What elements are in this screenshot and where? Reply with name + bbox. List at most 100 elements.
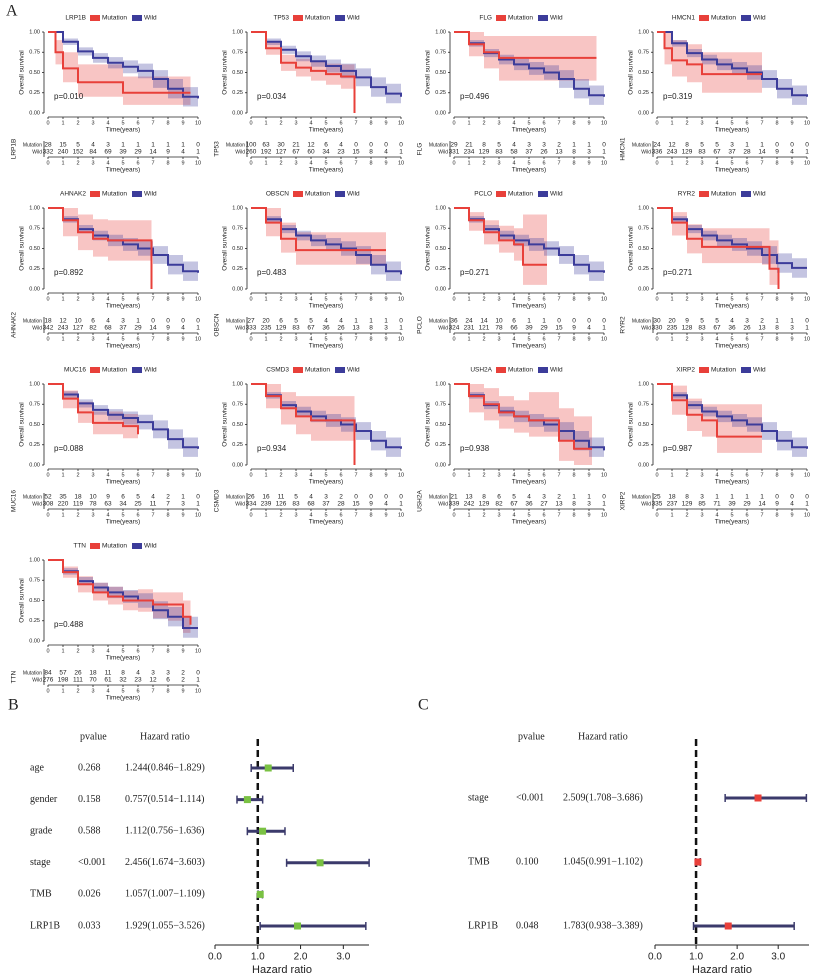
legend-label: Wild [144,367,157,374]
at-risk-count: 1 [196,325,200,332]
x-tick-label: 9 [181,336,184,342]
confidence-band [454,32,604,108]
x-tick-label: 0 [655,472,658,478]
x-tick-label: 4 [106,648,109,654]
x-tick-label: 1 [61,688,64,694]
at-risk-count: 2 [557,494,561,501]
x-tick-label: 3 [497,160,500,166]
at-risk-count: 4 [339,318,343,325]
y-tick-label: 0.25 [435,90,446,96]
at-risk-count: 0 [196,318,200,325]
x-tick-label: 2 [279,512,282,518]
x-tick-label: 9 [181,120,184,126]
at-risk-count: 18 [74,494,82,501]
at-risk-count: 2 [181,677,185,684]
risk-table-title: XIRP2 [620,491,627,510]
at-risk-count: 3 [790,325,794,332]
legend-swatch [496,367,506,373]
at-risk-count: 68 [307,501,315,508]
x-tick-label: 7 [151,648,154,654]
panel-label: C [418,697,429,714]
at-risk-count: 84 [44,670,52,677]
y-tick-label: 0.75 [232,402,243,408]
at-risk-count: 66 [510,325,518,332]
y-tick-label: 0.00 [29,638,40,644]
row-name: stage [468,792,489,803]
legend-label: Mutation [711,367,736,374]
at-risk-count: 12 [668,142,676,149]
at-risk-count: 27 [247,318,255,325]
x-tick-label: 9 [587,160,590,166]
hazard-ratio-text: 1.057(1.007−1.109) [125,889,205,900]
at-risk-count: 8 [369,325,373,332]
at-risk-count: 24 [653,142,661,149]
x-tick-label: 9 [384,472,387,478]
x-axis-title: Time(years) [512,167,546,174]
y-axis-title: Overall survival [19,402,26,447]
survival-line [657,207,807,269]
at-risk-count: 30 [277,142,285,149]
survival-line [48,383,199,449]
survival-line [48,207,153,289]
x-tick-label: 2 [76,336,79,342]
at-risk-count: 36 [322,325,330,332]
survival-line [454,383,592,450]
confidence-band [454,32,597,81]
x-axis-title: Time(years) [106,655,140,662]
at-risk-count: 26 [337,325,345,332]
legend-label: Mutation [102,543,127,550]
x-axis-title: Time(years) [106,167,140,174]
at-risk-count: 4 [91,142,95,149]
legend-label: Mutation [508,367,533,374]
at-risk-count: 68 [104,325,112,332]
x-axis-title: Time(years) [106,479,140,486]
x-tick-label: 7 [557,472,560,478]
risk-row-label: Mutation [226,494,245,500]
at-risk-count: 1 [121,142,125,149]
x-tick-label: 8 [166,160,169,166]
at-risk-count: 8 [572,149,576,156]
at-risk-count: 235 [261,325,272,332]
x-tick-label: 8 [166,512,169,518]
at-risk-count: 15 [59,142,67,149]
legend-swatch [741,15,751,21]
legend-swatch [538,367,548,373]
at-risk-count: 18 [44,318,52,325]
x-tick-label: 8 [775,512,778,518]
risk-row-label: Wild [438,501,448,507]
legend-label: Mutation [102,191,127,198]
row-name: LRP1B [30,920,60,931]
at-risk-count: 0 [354,142,358,149]
confidence-band [251,384,401,460]
at-risk-count: 36 [450,318,458,325]
at-risk-count: 12 [59,318,67,325]
x-tick-label: 9 [790,336,793,342]
x-tick-label: 5 [121,512,124,518]
y-axis-title: Overall survival [425,402,432,447]
x-tick-label: 10 [398,160,404,166]
at-risk-count: 3 [181,501,185,508]
at-risk-count: 4 [324,318,328,325]
x-tick-label: 4 [512,472,515,478]
at-risk-count: 100 [246,142,257,149]
confidence-band [251,32,355,113]
at-risk-count: 234 [464,149,475,156]
x-tick-label: 10 [601,296,607,302]
at-risk-count: 1 [587,142,591,149]
x-axis-title: Time(years) [715,303,749,310]
x-tick-label: 3 [294,160,297,166]
y-tick-label: 0.50 [29,598,40,604]
legend-swatch [293,15,303,21]
y-tick-label: 0.00 [638,462,649,468]
y-tick-label: 0.00 [232,462,243,468]
at-risk-count: 3 [121,318,125,325]
x-tick-label: 5 [324,160,327,166]
at-risk-count: 4 [151,494,155,501]
legend-swatch [741,367,751,373]
x-tick-label: 6 [136,120,139,126]
y-tick-label: 1.00 [29,381,40,387]
risk-row-label: Mutation [632,494,651,500]
at-risk-count: 4 [512,142,516,149]
at-risk-count: 0 [369,494,373,501]
at-risk-count: 23 [134,677,142,684]
